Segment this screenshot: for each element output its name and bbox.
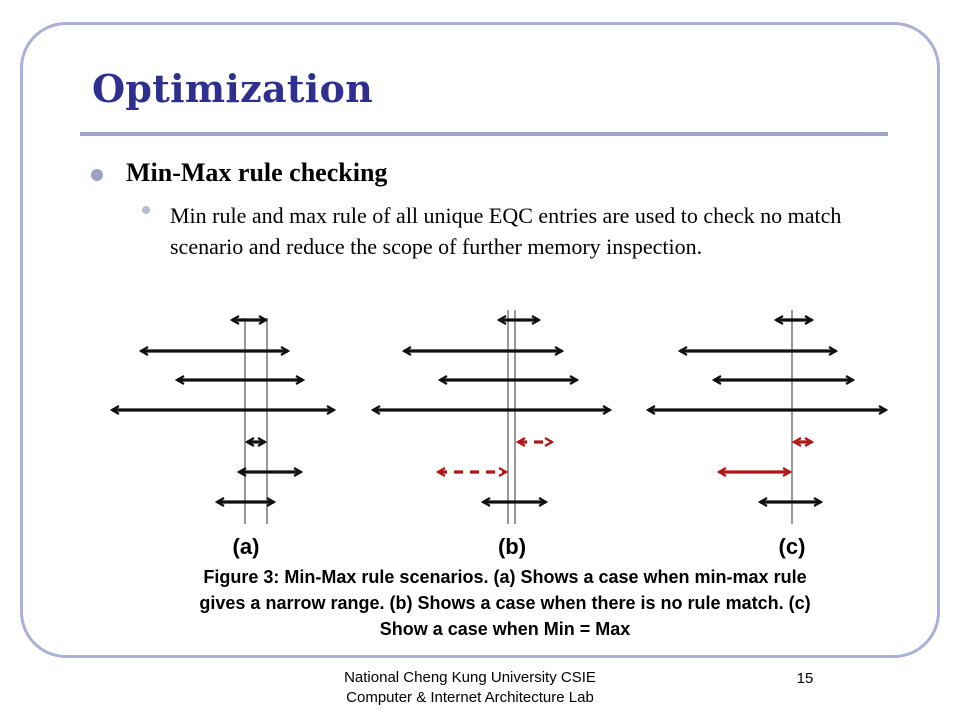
footer-line-1: National Cheng Kung University CSIE — [344, 669, 596, 686]
figure-panel — [648, 310, 886, 524]
panel-label-a: (a) — [233, 534, 260, 559]
bullet-marker-icon — [91, 169, 103, 181]
sub-bullet-text: Min rule and max rule of all unique EQC … — [170, 203, 842, 259]
bullet-heading: Min-Max rule checking — [126, 158, 388, 187]
slide-title: Optimization — [92, 66, 374, 111]
caption-line: Figure 3: Min-Max rule scenarios. (a) Sh… — [203, 567, 807, 587]
figure-panel — [112, 318, 334, 524]
title-divider — [80, 132, 888, 136]
caption-line: Show a case when Min = Max — [379, 619, 631, 639]
caption-line: gives a narrow range. (b) Shows a case w… — [199, 593, 811, 613]
panel-label-c: (c) — [779, 534, 806, 559]
slide-frame — [20, 22, 940, 658]
figure-panel — [373, 310, 610, 524]
page-number: 15 — [796, 670, 814, 687]
sub-bullet-marker-icon — [142, 206, 150, 214]
panel-label-b: (b) — [498, 534, 526, 559]
footer-institution: National Cheng Kung University CSIE Comp… — [300, 668, 640, 708]
figure-caption: Figure 3: Min-Max rule scenarios. (a) Sh… — [120, 564, 890, 642]
footer-line-2: Computer & Internet Architecture Lab — [346, 689, 594, 706]
